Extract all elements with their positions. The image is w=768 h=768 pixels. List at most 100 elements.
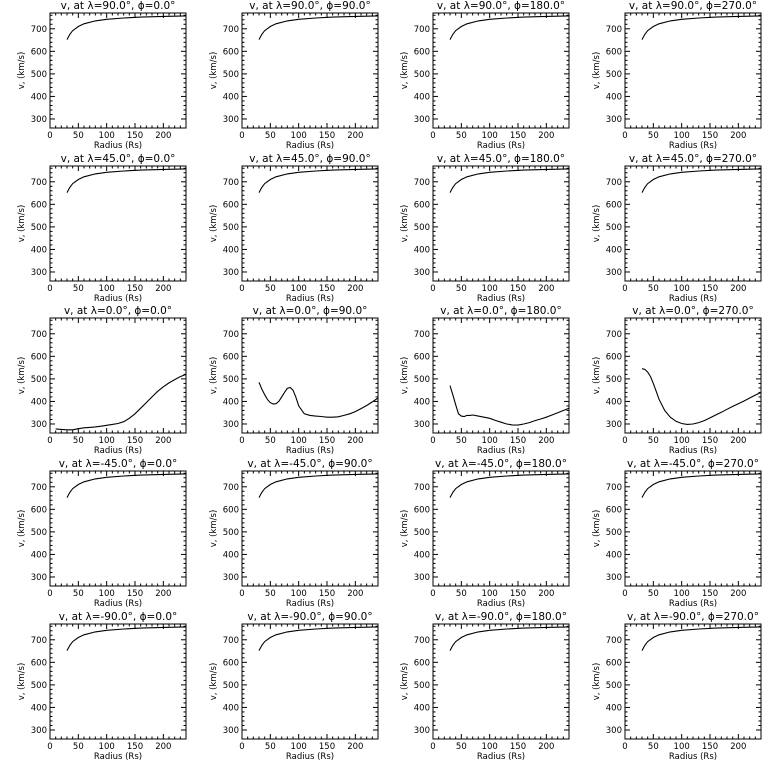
x-tick-label: 100 — [482, 284, 498, 294]
plot-frame — [241, 470, 379, 587]
y-axis-label: v, (km/s) — [209, 205, 219, 243]
x-tick-label: 50 — [648, 131, 659, 141]
x-tick-label: 0 — [430, 131, 435, 141]
y-tick-label: 500 — [31, 223, 47, 233]
panel-title: v, at λ=-90.0°, ϕ=0.0° — [59, 611, 178, 623]
y-tick-label: 700 — [414, 483, 430, 493]
x-tick-label: 150 — [127, 742, 143, 752]
x-axis-label: Radius (Rs) — [94, 141, 142, 151]
y-tick-label: 300 — [31, 573, 47, 583]
y-tick-label: 700 — [414, 330, 430, 340]
y-tick-label: 500 — [223, 681, 239, 691]
x-tick-label: 50 — [648, 589, 659, 599]
y-axis-label: v, (km/s) — [400, 357, 410, 395]
x-tick-label: 0 — [47, 742, 52, 752]
y-axis-label: v, (km/s) — [17, 357, 27, 395]
y-tick-label: 400 — [606, 397, 622, 407]
y-axis-label: v, (km/s) — [209, 357, 219, 395]
x-tick-label: 200 — [155, 742, 171, 752]
y-tick-label: 600 — [606, 352, 622, 362]
x-tick-label: 0 — [47, 131, 52, 141]
y-tick-label: 500 — [31, 375, 47, 385]
x-tick-label: 50 — [265, 131, 276, 141]
y-tick-label: 300 — [223, 573, 239, 583]
x-tick-label: 100 — [674, 284, 690, 294]
x-tick-label: 0 — [622, 589, 627, 599]
y-tick-label: 600 — [223, 658, 239, 668]
x-axis-label: Radius (Rs) — [94, 446, 142, 456]
panel: v, at λ=-90.0°, ϕ=90.0° 0 50 100 150 200 300 40… — [209, 611, 379, 762]
panel-title: v, at λ=-90.0°, ϕ=180.0° — [435, 611, 567, 623]
x-tick-label: 200 — [538, 131, 554, 141]
x-tick-label: 100 — [291, 131, 307, 141]
x-tick-label: 50 — [265, 742, 276, 752]
y-tick-label: 300 — [31, 115, 47, 125]
y-tick-label: 400 — [606, 550, 622, 560]
x-tick-label: 200 — [538, 436, 554, 446]
x-tick-label: 200 — [730, 131, 746, 141]
x-tick-label: 0 — [622, 436, 627, 446]
y-tick-label: 500 — [223, 528, 239, 538]
x-tick-label: 200 — [730, 742, 746, 752]
x-tick-label: 50 — [73, 589, 84, 599]
x-tick-label: 150 — [319, 742, 335, 752]
panel-title: v, at λ=-45.0°, ϕ=90.0° — [247, 458, 372, 470]
y-tick-label: 400 — [223, 703, 239, 713]
x-axis-label: Radius (Rs) — [669, 752, 717, 762]
y-tick-label: 400 — [31, 397, 47, 407]
series-line — [641, 168, 762, 193]
series-line — [258, 15, 379, 40]
panel: v, at λ=-45.0°, ϕ=180.0° 0 50 100 150 200 300 4… — [400, 458, 570, 609]
panel-title: v, at λ=-45.0°, ϕ=270.0° — [627, 458, 759, 470]
y-tick-label: 300 — [606, 268, 622, 278]
x-tick-label: 0 — [239, 131, 244, 141]
x-tick-label: 150 — [702, 742, 718, 752]
panel: v, at λ=-90.0°, ϕ=270.0° 0 50 100 150 200 300 4… — [592, 611, 762, 762]
x-tick-label: 150 — [127, 436, 143, 446]
panel: v, at λ=-90.0°, ϕ=180.0° 0 50 100 150 200 300 4… — [400, 611, 570, 762]
panel-title: v, at λ=90.0°, ϕ=0.0° — [61, 0, 176, 12]
series-line — [449, 15, 570, 40]
panel-title: v, at λ=-90.0°, ϕ=270.0° — [627, 611, 759, 623]
x-axis-label: Radius (Rs) — [286, 294, 334, 304]
y-tick-label: 600 — [31, 352, 47, 362]
series-line — [258, 626, 379, 651]
y-tick-label: 700 — [223, 178, 239, 188]
y-tick-label: 500 — [414, 681, 430, 691]
panel: v, at λ=90.0°, ϕ=0.0° 0 50 100 150 200 300 400 5… — [17, 0, 187, 151]
y-tick-label: 600 — [606, 505, 622, 515]
x-tick-label: 50 — [648, 742, 659, 752]
y-axis-label: v, (km/s) — [592, 510, 602, 548]
y-tick-label: 500 — [414, 70, 430, 80]
plot-frame — [49, 165, 187, 282]
plot-frame — [432, 623, 570, 740]
y-axis-label: v, (km/s) — [17, 52, 27, 90]
series-line — [66, 15, 187, 40]
x-tick-label: 150 — [510, 742, 526, 752]
x-tick-label: 100 — [291, 436, 307, 446]
x-tick-label: 150 — [510, 284, 526, 294]
y-tick-label: 600 — [606, 200, 622, 210]
x-tick-label: 50 — [456, 131, 467, 141]
y-tick-label: 300 — [223, 268, 239, 278]
y-tick-label: 500 — [414, 528, 430, 538]
x-tick-label: 200 — [155, 589, 171, 599]
y-axis-label: v, (km/s) — [592, 663, 602, 701]
x-axis-label: Radius (Rs) — [94, 294, 142, 304]
x-tick-label: 100 — [99, 284, 115, 294]
x-axis-label: Radius (Rs) — [477, 294, 525, 304]
panel: v, at λ=-90.0°, ϕ=0.0° 0 50 100 150 200 300 400… — [17, 611, 187, 762]
y-axis-label: v, (km/s) — [209, 510, 219, 548]
x-tick-label: 100 — [291, 284, 307, 294]
y-tick-label: 400 — [414, 550, 430, 560]
x-tick-label: 150 — [319, 131, 335, 141]
panel-title: v, at λ=45.0°, ϕ=0.0° — [61, 153, 176, 165]
y-tick-label: 300 — [414, 420, 430, 430]
panel: v, at λ=90.0°, ϕ=90.0° 0 50 100 150 200 300 400… — [209, 0, 379, 151]
panel: v, at λ=45.0°, ϕ=180.0° 0 50 100 150 200 300 40… — [400, 153, 570, 304]
x-tick-label: 100 — [674, 131, 690, 141]
series-line — [55, 373, 187, 431]
panel-title: v, at λ=-45.0°, ϕ=0.0° — [59, 458, 178, 470]
plot-frame — [624, 623, 762, 740]
x-tick-label: 100 — [482, 131, 498, 141]
